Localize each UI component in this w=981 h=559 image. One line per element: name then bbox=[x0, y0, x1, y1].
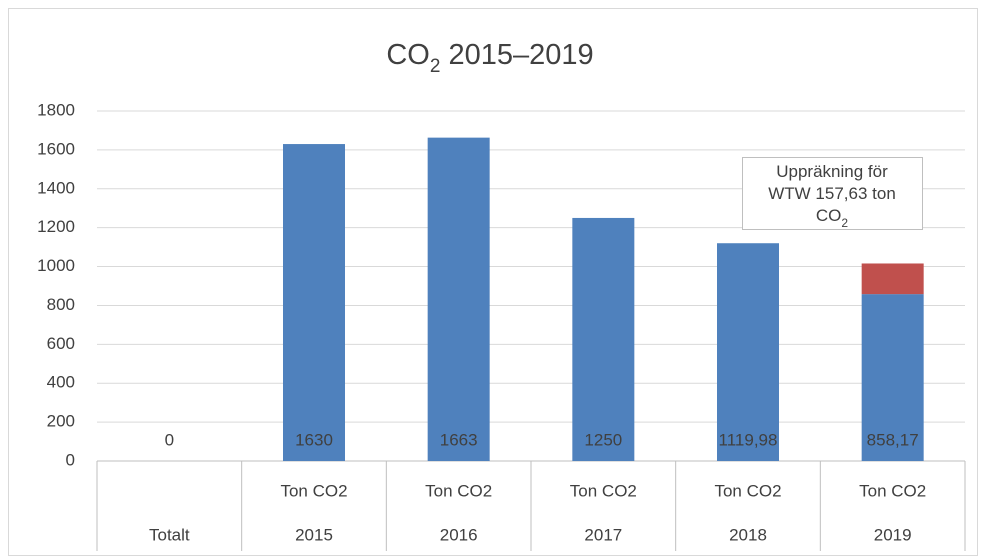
data-label: 0 bbox=[165, 430, 174, 449]
x-subcategory-label: Ton CO2 bbox=[280, 481, 347, 500]
x-subcategory-label: Ton CO2 bbox=[859, 481, 926, 500]
y-tick-label: 400 bbox=[47, 373, 75, 392]
x-tick-label: 2019 bbox=[874, 525, 912, 544]
annotation-part: CO bbox=[816, 206, 842, 225]
y-tick-label: 1600 bbox=[37, 139, 75, 158]
data-label: 1630 bbox=[295, 430, 333, 449]
x-tick-label: Totalt bbox=[149, 525, 190, 544]
y-tick-label: 1400 bbox=[37, 178, 75, 197]
x-subcategory-label: Ton CO2 bbox=[570, 481, 637, 500]
annotation-line: CO2 bbox=[816, 206, 849, 230]
annotation-part: WTW 157,63 ton bbox=[768, 184, 896, 203]
y-tick-label: 0 bbox=[66, 450, 75, 469]
bar bbox=[283, 144, 345, 462]
x-tick-label: 2017 bbox=[584, 525, 622, 544]
y-tick-label: 1200 bbox=[37, 217, 75, 236]
annotation-part: 2 bbox=[841, 216, 848, 230]
bar bbox=[861, 294, 924, 461]
data-label: 858,17 bbox=[867, 430, 919, 449]
annotation-box bbox=[742, 157, 923, 230]
bar bbox=[717, 243, 779, 461]
chart-border bbox=[8, 8, 978, 556]
data-label: 1250 bbox=[584, 430, 622, 449]
data-label: 1663 bbox=[440, 430, 478, 449]
y-tick-label: 1800 bbox=[37, 100, 75, 119]
y-tick-label: 800 bbox=[47, 295, 75, 314]
title-part: 2015–2019 bbox=[440, 39, 593, 71]
title-part: 2 bbox=[430, 56, 441, 77]
bar bbox=[861, 263, 924, 295]
x-subcategory-label: Ton CO2 bbox=[425, 481, 492, 500]
x-tick-label: 2016 bbox=[440, 525, 478, 544]
data-label: 1119,98 bbox=[719, 430, 778, 449]
x-tick-label: 2018 bbox=[729, 525, 767, 544]
chart-title: CO2 2015–2019 bbox=[386, 39, 593, 77]
annotation-line: WTW 157,63 ton bbox=[768, 184, 896, 203]
y-tick-label: 1000 bbox=[37, 256, 75, 275]
title-part: CO bbox=[386, 39, 430, 71]
y-tick-label: 200 bbox=[47, 412, 75, 431]
x-subcategory-label: Ton CO2 bbox=[714, 481, 781, 500]
x-tick-label: 2015 bbox=[295, 525, 333, 544]
annotation-line: Uppräkning för bbox=[776, 162, 888, 181]
y-tick-label: 600 bbox=[47, 334, 75, 353]
bar bbox=[572, 217, 635, 461]
bar bbox=[427, 137, 490, 461]
annotation-part: Uppräkning för bbox=[776, 162, 888, 181]
